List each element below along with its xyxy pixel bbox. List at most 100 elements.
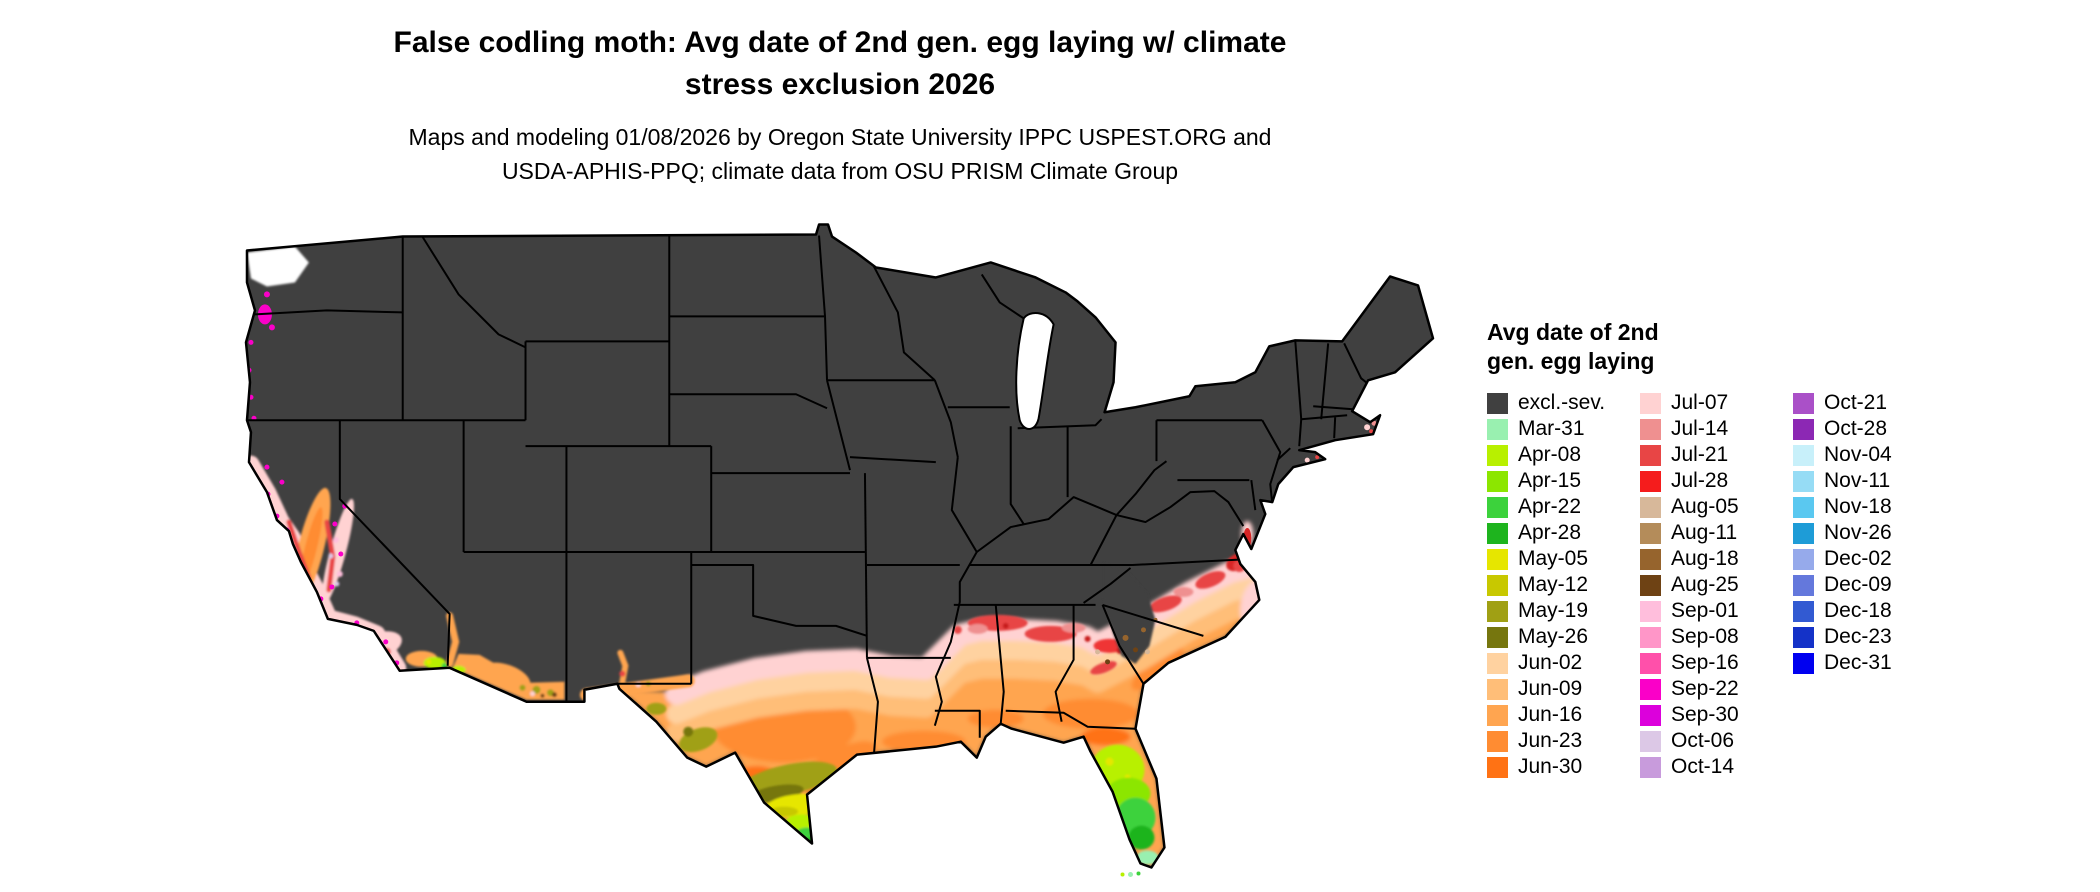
legend-date-label: Nov-04: [1824, 443, 1892, 466]
legend-color-swatch: [1640, 574, 1661, 596]
legend-entry: Oct-21: [1793, 390, 1892, 416]
legend-date-label: Apr-08: [1518, 443, 1582, 466]
legend-entry: May-26: [1487, 624, 1640, 650]
legend-entry: Oct-28: [1793, 416, 1892, 442]
legend-entry: Jun-09: [1487, 676, 1640, 702]
legend-entry: Jul-07: [1640, 390, 1793, 416]
legend-entry: Apr-08: [1487, 442, 1640, 468]
legend-color-swatch: [1640, 704, 1661, 726]
legend-entry: Apr-15: [1487, 468, 1640, 494]
legend-color-swatch: [1640, 626, 1661, 648]
legend-color-swatch: [1793, 418, 1814, 440]
legend-column-2: Jul-07 Jul-14 Jul-21 Jul-28: [1640, 390, 1793, 780]
legend-date-label: Jul-28: [1671, 469, 1729, 492]
legend-entry: Jun-23: [1487, 728, 1640, 754]
legend-entry: Sep-30: [1640, 702, 1793, 728]
legend-color-swatch: [1640, 470, 1661, 492]
legend-color-swatch: [1487, 626, 1508, 648]
legend-entry: Oct-14: [1640, 754, 1793, 780]
legend-entry: May-19: [1487, 598, 1640, 624]
legend-date-label: Oct-28: [1824, 417, 1888, 440]
legend-date-label: Jul-21: [1671, 443, 1729, 466]
legend-entry: Jun-30: [1487, 754, 1640, 780]
conus-map: [237, 222, 1435, 882]
legend-date-label: Aug-05: [1671, 495, 1739, 518]
lake-michigan: [1015, 312, 1055, 430]
legend-entry: Dec-18: [1793, 598, 1892, 624]
legend-date-label: Jun-02: [1518, 651, 1583, 674]
legend-title: Avg date of 2nd gen. egg laying: [1487, 318, 1892, 376]
legend-color-swatch: [1487, 600, 1508, 622]
legend-date-label: Dec-31: [1824, 651, 1892, 674]
legend-color-swatch: [1487, 730, 1508, 752]
legend-color-swatch: [1640, 548, 1661, 570]
legend-color-swatch: [1640, 756, 1661, 778]
map-legend: Avg date of 2nd gen. egg laying excl.-se…: [1487, 318, 1892, 780]
legend-date-label: Jul-07: [1671, 391, 1729, 414]
legend-entry: Aug-18: [1640, 546, 1793, 572]
legend-entry: Sep-08: [1640, 624, 1793, 650]
legend-color-swatch: [1640, 678, 1661, 700]
legend-entry: Mar-31: [1487, 416, 1640, 442]
legend-color-swatch: [1793, 444, 1814, 466]
legend-entry: Nov-04: [1793, 442, 1892, 468]
legend-date-label: Oct-21: [1824, 391, 1888, 414]
legend-entry: Sep-01: [1640, 598, 1793, 624]
legend-date-label: May-05: [1518, 547, 1589, 570]
legend-date-label: Jul-14: [1671, 417, 1729, 440]
legend-color-swatch: [1487, 574, 1508, 596]
map-header: False codling moth: Avg date of 2nd gen.…: [340, 22, 1340, 188]
legend-entry: Apr-28: [1487, 520, 1640, 546]
legend-color-swatch: [1487, 496, 1508, 518]
legend-date-label: May-12: [1518, 573, 1589, 596]
legend-color-swatch: [1487, 522, 1508, 544]
legend-color-swatch: [1640, 522, 1661, 544]
legend-entry: Nov-18: [1793, 494, 1892, 520]
legend-entry: Sep-22: [1640, 676, 1793, 702]
legend-entry: Dec-09: [1793, 572, 1892, 598]
legend-entry: Jul-28: [1640, 468, 1793, 494]
legend-date-label: Dec-09: [1824, 573, 1892, 596]
legend-date-label: Oct-14: [1671, 755, 1735, 778]
legend-entry: Jun-02: [1487, 650, 1640, 676]
legend-date-label: Nov-26: [1824, 521, 1892, 544]
legend-date-label: Jun-09: [1518, 677, 1583, 700]
legend-color-swatch: [1793, 522, 1814, 544]
legend-color-swatch: [1487, 470, 1508, 492]
excluded-area-fill: [245, 224, 1434, 868]
legend-date-label: Nov-11: [1824, 469, 1891, 492]
legend-date-label: Mar-31: [1518, 417, 1585, 440]
legend-date-label: Sep-01: [1671, 599, 1739, 622]
legend-entry: Jul-14: [1640, 416, 1793, 442]
legend-color-swatch: [1640, 730, 1661, 752]
legend-date-label: Jun-30: [1518, 755, 1583, 778]
legend-color-swatch: [1793, 392, 1814, 414]
legend-entry: Apr-22: [1487, 494, 1640, 520]
legend-color-swatch: [1487, 392, 1508, 414]
legend-column-3: Oct-21 Oct-28 Nov-04 Nov-11: [1793, 390, 1892, 780]
legend-entry: Jun-16: [1487, 702, 1640, 728]
legend-date-label: Sep-30: [1671, 703, 1739, 726]
legend-entry: Jul-21: [1640, 442, 1793, 468]
legend-title-line1: Avg date of 2nd: [1487, 319, 1659, 345]
legend-entry: Dec-31: [1793, 650, 1892, 676]
legend-color-swatch: [1640, 496, 1661, 518]
subtitle-line2: USDA-APHIS-PPQ; climate data from OSU PR…: [501, 158, 1179, 184]
legend-date-label: Jun-16: [1518, 703, 1583, 726]
legend-entry: Oct-06: [1640, 728, 1793, 754]
legend-entry: Aug-25: [1640, 572, 1793, 598]
legend-date-label: Apr-22: [1518, 495, 1582, 518]
legend-date-label: Jun-23: [1518, 729, 1583, 752]
legend-entry: Nov-11: [1793, 468, 1892, 494]
map-subtitle: Maps and modeling 01/08/2026 by Oregon S…: [340, 120, 1340, 188]
state-borders: [246, 234, 1367, 755]
legend-entry: Aug-11: [1640, 520, 1793, 546]
legend-entry: May-05: [1487, 546, 1640, 572]
legend-date-label: Apr-28: [1518, 521, 1582, 544]
legend-date-label: Sep-22: [1671, 677, 1739, 700]
legend-color-swatch: [1487, 548, 1508, 570]
legend-date-label: Dec-02: [1824, 547, 1892, 570]
legend-date-label: May-26: [1518, 625, 1589, 648]
page-title-line1: False codling moth: Avg date of 2nd gen.…: [393, 26, 1287, 59]
legend-color-swatch: [1640, 418, 1661, 440]
